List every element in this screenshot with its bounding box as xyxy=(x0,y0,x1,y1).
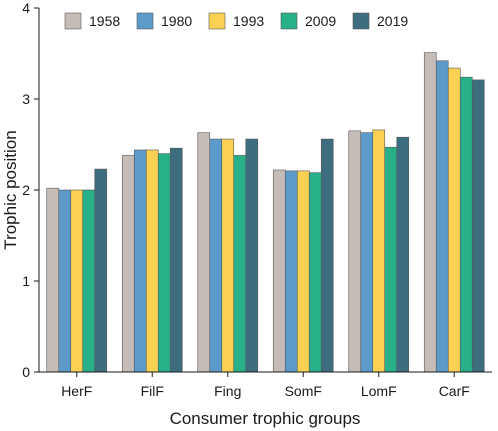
bar-lomf-1993 xyxy=(372,129,386,373)
bar-herf-1993 xyxy=(70,189,84,373)
bar-carf-2019 xyxy=(471,79,485,373)
bar-somf-1980 xyxy=(284,170,298,373)
legend-swatch-1993 xyxy=(208,12,226,30)
y-tick-label: 0 xyxy=(22,364,30,380)
legend-label-1993: 1993 xyxy=(233,13,264,29)
x-axis-title: Consumer trophic groups xyxy=(170,409,361,428)
bar-fing-2009 xyxy=(233,155,247,373)
legend-label-1980: 1980 xyxy=(161,13,192,29)
bar-filf-1958 xyxy=(121,155,135,373)
legend-swatch-2009 xyxy=(280,12,298,30)
legend: 1958 1980 1993 2009 2019 xyxy=(64,12,408,30)
bar-carf-1980 xyxy=(435,60,449,373)
bar-herf-1958 xyxy=(46,187,60,373)
x-tick-label: CarF xyxy=(439,383,470,399)
bar-carf-1993 xyxy=(447,67,461,373)
y-tick-label: 1 xyxy=(22,273,30,289)
bar-somf-2009 xyxy=(308,172,322,373)
x-tick-label: FilF xyxy=(141,383,164,399)
bar-filf-1980 xyxy=(133,149,147,373)
x-tick-label: LomF xyxy=(361,383,397,399)
bar-fing-1980 xyxy=(209,138,223,373)
y-tick-label: 3 xyxy=(22,91,30,107)
bar-herf-2009 xyxy=(82,189,96,373)
y-ticks: 0 1 2 3 4 xyxy=(22,0,39,380)
y-axis-title: Trophic position xyxy=(1,130,20,249)
bar-filf-1993 xyxy=(145,149,159,373)
bar-somf-2019 xyxy=(320,138,334,373)
bar-filf-2009 xyxy=(157,153,171,373)
legend-label-2019: 2019 xyxy=(377,13,408,29)
bar-lomf-2019 xyxy=(396,136,410,373)
bar-filf-2019 xyxy=(169,147,183,373)
bar-herf-1980 xyxy=(58,189,72,373)
legend-swatch-2019 xyxy=(352,12,370,30)
legend-swatch-1980 xyxy=(136,12,154,30)
bar-fing-1993 xyxy=(221,138,235,373)
bar-carf-2009 xyxy=(459,76,473,373)
bar-somf-1993 xyxy=(296,170,310,373)
bar-carf-1958 xyxy=(423,52,437,373)
x-tick-label: Fing xyxy=(214,383,241,399)
y-tick-label: 2 xyxy=(22,182,30,198)
bars xyxy=(46,52,485,373)
bar-somf-1958 xyxy=(272,169,286,373)
bar-lomf-1980 xyxy=(360,132,374,373)
legend-label-1958: 1958 xyxy=(89,13,120,29)
bar-fing-1958 xyxy=(197,132,211,373)
x-tick-label: HerF xyxy=(61,383,92,399)
bar-herf-2019 xyxy=(94,168,108,373)
y-tick-label: 4 xyxy=(22,0,30,16)
legend-swatch-1958 xyxy=(64,12,82,30)
legend-label-2009: 2009 xyxy=(305,13,336,29)
x-tick-label: SomF xyxy=(285,383,322,399)
bar-lomf-1958 xyxy=(348,130,362,373)
bar-lomf-2009 xyxy=(384,146,398,373)
x-ticks: HerF FilF Fing SomF LomF CarF xyxy=(61,372,470,399)
bar-fing-2019 xyxy=(245,138,259,373)
